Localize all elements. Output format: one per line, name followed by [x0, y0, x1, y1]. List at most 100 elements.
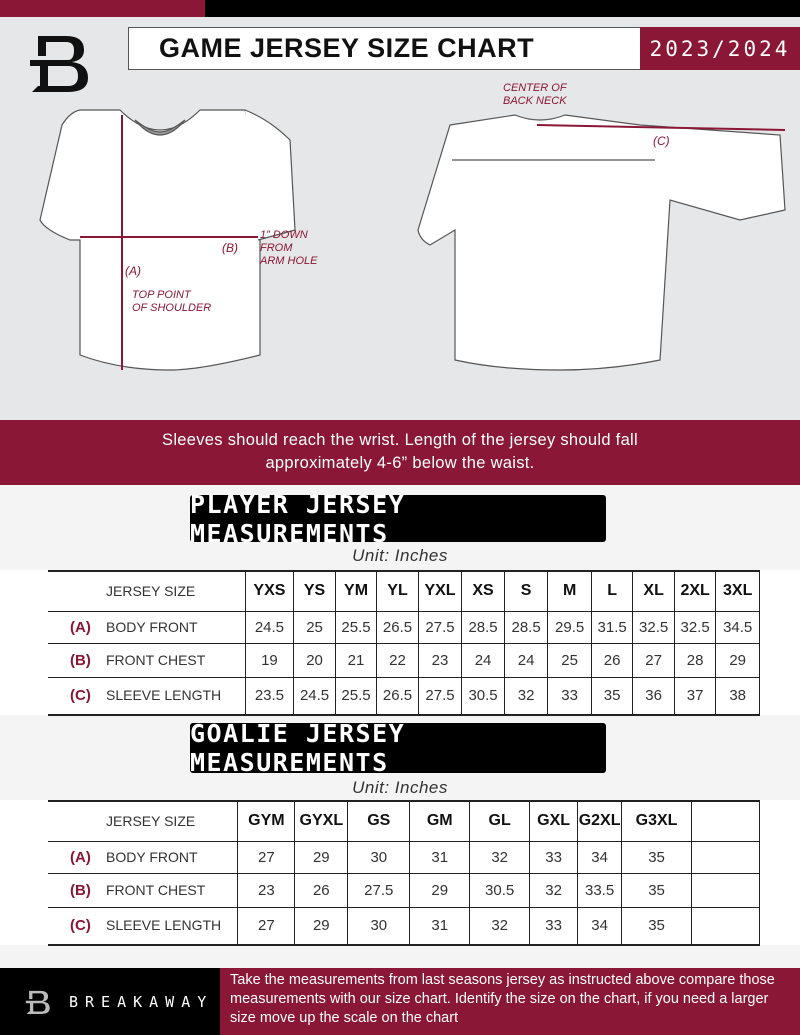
measurement-lines	[80, 115, 786, 370]
table-cell: 19	[244, 642, 295, 678]
table-cell: 33	[529, 906, 579, 946]
row-letter: (C)	[70, 687, 91, 705]
table-cell: 34.5	[715, 610, 760, 644]
season-badge: 2023/2024	[640, 27, 800, 70]
table-cell: 26.5	[376, 676, 419, 716]
label-b: (B)	[222, 241, 238, 255]
table-cell: 33.5	[577, 872, 623, 908]
player-unit-label: Unit: Inches	[352, 546, 448, 565]
player-section-title: PLAYER JERSEY MEASUREMENTS	[190, 490, 606, 548]
row-label: (B) FRONT CHEST	[48, 642, 246, 678]
size-column-header: GYXL	[294, 800, 349, 842]
size-column-header: YXL	[417, 570, 463, 612]
size-column-header: YXS	[244, 570, 295, 612]
table-row: (C) SLEEVE LENGTH 23.5 24.5 25.5 26.5 27.5 30.5…	[48, 676, 760, 716]
size-column-header: YL	[376, 570, 419, 612]
table-cell: 24.5	[244, 610, 295, 644]
table-cell: 38	[715, 676, 760, 716]
table-cell: 34	[577, 906, 623, 946]
goalie-unit-label: Unit: Inches	[352, 778, 448, 797]
table-row: (A) BODY FRONT 27 29 30 31 32 33 34 35	[48, 840, 760, 874]
table-cell: 27	[237, 906, 296, 946]
row-letter: (A)	[70, 848, 91, 866]
label-a: (A)	[125, 264, 141, 278]
brand-name: BREAKAWAY	[69, 992, 214, 1011]
table-cell: 30	[347, 906, 411, 946]
size-column-header: 3XL	[715, 570, 760, 612]
row-name: BODY FRONT	[106, 618, 198, 635]
table-cell	[691, 872, 760, 908]
label-b-description: 1” DOWN FROM ARM HOLE	[260, 229, 318, 267]
table-cell: 31.5	[590, 610, 634, 644]
table-cell: 23.5	[244, 676, 295, 716]
table-cell: 24	[503, 642, 549, 678]
table-cell: 25.5	[334, 610, 378, 644]
row-name: BODY FRONT	[106, 848, 198, 865]
size-header: JERSEY SIZE	[48, 800, 239, 842]
table-cell: 27	[237, 840, 296, 874]
table-cell: 29	[715, 642, 760, 678]
row-label: (A) BODY FRONT	[48, 610, 246, 644]
fit-instructions-band: Sleeves should reach the wrist. Length o…	[0, 420, 800, 485]
table-cell: 29	[294, 840, 349, 874]
table-cell: 29	[294, 906, 349, 946]
table-cell: 25.5	[334, 676, 378, 716]
table-cell	[691, 840, 760, 874]
row-name: SLEEVE LENGTH	[106, 917, 222, 934]
table-cell: 23	[417, 642, 463, 678]
table-cell: 32	[469, 906, 531, 946]
table-cell: 35	[590, 676, 634, 716]
size-column-header: S	[503, 570, 549, 612]
footer-instructions: Take the measurements from last seasons …	[220, 968, 800, 1035]
table-cell: 27.5	[417, 676, 463, 716]
row-letter: (C)	[70, 917, 91, 935]
table-cell: 20	[293, 642, 336, 678]
table-cell: 33	[529, 840, 579, 874]
table-cell	[691, 906, 760, 946]
size-column-header: GL	[469, 800, 531, 842]
table-header-row: JERSEY SIZE GYM GYXL GS GM GL GXL G2XL G3XL	[48, 800, 760, 842]
top-bar	[205, 0, 800, 17]
table-cell: 34	[577, 840, 623, 874]
table-cell: 35	[621, 906, 693, 946]
size-column-header: GM	[409, 800, 471, 842]
table-cell: 26.5	[376, 610, 419, 644]
table-cell: 35	[621, 872, 693, 908]
size-column-header: YM	[334, 570, 378, 612]
size-column-header: GYM	[237, 800, 296, 842]
table-cell: 30.5	[461, 676, 505, 716]
size-column-header: GXL	[529, 800, 579, 842]
size-column-header: L	[590, 570, 634, 612]
table-cell: 36	[632, 676, 675, 716]
breakaway-logo-icon	[30, 36, 88, 92]
row-letter: (B)	[70, 881, 91, 899]
table-cell: 29.5	[547, 610, 592, 644]
table-cell: 30.5	[469, 872, 531, 908]
table-cell: 28	[673, 642, 717, 678]
table-cell: 22	[376, 642, 419, 678]
table-cell: 31	[409, 906, 471, 946]
table-cell: 32.5	[632, 610, 675, 644]
row-name: FRONT CHEST	[106, 651, 206, 668]
jersey-diagram	[39, 109, 786, 371]
row-label: (C) SLEEVE LENGTH	[48, 906, 239, 946]
size-column-header: G2XL	[577, 800, 623, 842]
row-label: (A) BODY FRONT	[48, 840, 239, 874]
size-column-header: M	[547, 570, 592, 612]
table-cell: 32	[503, 676, 549, 716]
table-cell: 29	[409, 872, 471, 908]
table-cell: 37	[673, 676, 717, 716]
table-row: (B) FRONT CHEST 19 20 21 22 23 24 24 25 26 27 28 29	[48, 642, 760, 678]
row-letter: (A)	[70, 618, 91, 636]
table-cell: 26	[590, 642, 634, 678]
row-name: FRONT CHEST	[106, 881, 206, 898]
size-column-header: XS	[461, 570, 505, 612]
table-cell: 27	[632, 642, 675, 678]
size-column-header: YS	[293, 570, 336, 612]
table-cell: 32.5	[673, 610, 717, 644]
table-cell: 35	[621, 840, 693, 874]
table-cell: 28.5	[461, 610, 505, 644]
player-measurements-table: JERSEY SIZE YXS YS YM YL YXL XS S M L XL 2XL 3XL (A) B…	[48, 570, 760, 716]
table-cell: 32	[469, 840, 531, 874]
goalie-section-title: GOALIE JERSEY MEASUREMENTS	[190, 719, 606, 777]
